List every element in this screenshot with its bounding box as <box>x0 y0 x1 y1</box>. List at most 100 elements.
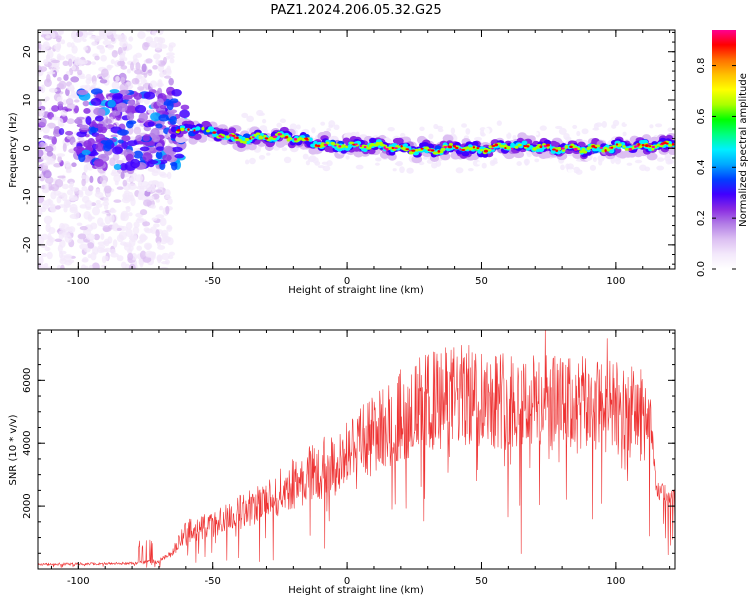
spectrogram-noise-mark <box>139 234 148 241</box>
spectrogram-trace-mark <box>591 145 596 148</box>
spectrogram-noise-mark <box>355 164 364 170</box>
spectrogram-noise-mark <box>432 132 437 139</box>
spectrogram-noise-mark <box>258 154 266 160</box>
snr-panel: -100 -50 0 50 100 2000 4000 6000 Height of str… <box>8 329 676 596</box>
spectrogram-noise-mark <box>160 266 169 269</box>
spectrogram-noise-mark <box>314 160 321 166</box>
spectrogram-trace-mark <box>634 145 637 149</box>
spectrogram-noise-mark <box>70 197 79 201</box>
spectrogram-trace-mark <box>571 144 576 149</box>
spectrogram-noise-mark <box>145 30 151 33</box>
spectrogram-noise-mark <box>50 191 57 200</box>
spectrogram-noise-mark <box>63 199 71 209</box>
spectrogram-noise-mark <box>133 126 142 135</box>
spectrogram-noise-mark <box>137 191 144 201</box>
spectrogram-noise-mark <box>142 256 152 263</box>
spectrogram-noise-mark <box>95 203 103 208</box>
spectrogram-noise-mark <box>155 229 160 238</box>
spectrogram-noise-mark <box>142 221 151 227</box>
spectrogram-trace-mark <box>437 149 441 153</box>
spectrogram-noise-mark <box>157 255 162 264</box>
spectrogram-noise-mark <box>567 168 575 173</box>
spectrogram-noise-mark <box>42 125 50 134</box>
spectrogram-noise-mark <box>139 146 150 152</box>
spectrogram-trace-mark <box>569 145 573 149</box>
spectrogram-noise-mark <box>123 190 131 194</box>
x-tick-label: -100 <box>67 276 90 287</box>
spectrogram-noise-mark <box>107 99 116 108</box>
spectrogram-noise-mark <box>79 243 89 250</box>
spectrogram-noise-mark <box>166 52 175 56</box>
y-tick-label: 2000 <box>22 493 33 518</box>
spectrogram-noise-mark <box>89 35 98 40</box>
spectrogram-noise-mark <box>139 209 148 216</box>
spectrogram-noise-mark <box>88 264 94 269</box>
spectrogram-noise-mark <box>168 255 174 260</box>
spectrogram-noise-mark <box>129 176 137 182</box>
spectrogram-noise-mark <box>43 215 53 225</box>
spectrogram-noise-mark <box>119 89 130 95</box>
spectrogram-trace-mark <box>564 145 569 149</box>
spectrogram-trace-mark <box>504 146 507 150</box>
spectrogram-noise-mark <box>168 42 176 48</box>
spectrogram-noise-mark <box>113 199 122 203</box>
spectrogram-noise-mark <box>76 238 85 244</box>
spectrogram-noise-mark <box>152 135 161 143</box>
spectrogram-trace-mark <box>411 149 416 152</box>
colorbar-tick-label: 0.4 <box>696 159 707 175</box>
spectrogram-noise-mark <box>81 149 91 156</box>
spectrogram-trace-mark <box>226 135 230 139</box>
spectrogram-x-label: Height of straight line (km) <box>288 285 424 296</box>
spectrogram-noise-mark <box>112 109 121 116</box>
spectrogram-noise-mark <box>137 86 145 91</box>
spectrogram-noise-mark <box>82 100 90 107</box>
spectrogram-noise-mark <box>116 234 124 243</box>
spectrogram-noise-mark <box>130 158 141 169</box>
spectrogram-noise-mark <box>566 163 574 170</box>
spectrogram-noise-mark <box>516 161 522 167</box>
spectrogram-noise-mark <box>42 41 50 50</box>
spectrogram-noise-mark <box>85 73 92 81</box>
spectrogram-noise-mark <box>64 234 73 243</box>
spectrogram-noise-mark <box>145 58 153 64</box>
spectrogram-noise-mark <box>450 127 456 135</box>
spectrogram-noise-mark <box>77 58 83 67</box>
colorbar: 0.0 0.2 0.4 0.6 0.8 Normalized spectral ampl… <box>696 30 749 277</box>
spectrogram-noise-mark <box>44 183 49 193</box>
spectrogram-noise-mark <box>82 38 87 43</box>
spectrogram-trace-mark <box>249 137 252 140</box>
spectrogram-trace-mark <box>359 145 363 147</box>
spectrogram-noise-mark <box>308 155 317 162</box>
spectrogram-noise-mark <box>48 227 56 235</box>
spectrogram-noise-mark <box>87 213 93 222</box>
spectrogram-trace-mark <box>244 137 250 142</box>
spectrogram-noise-mark <box>102 201 110 207</box>
spectrogram-noise-mark <box>244 159 250 165</box>
spectrogram-trace-mark <box>234 138 240 142</box>
figure-title: PAZ1.2024.206.05.32.G25 <box>270 3 441 18</box>
spectrogram-trace-mark <box>494 143 499 147</box>
spectrogram-noise-mark <box>94 55 100 61</box>
spectrogram-noise-mark <box>442 167 449 174</box>
spectrogram-noise-mark <box>78 189 84 196</box>
spectrogram-trace-mark <box>264 137 269 140</box>
spectrogram-noise-mark <box>376 157 382 162</box>
spectrogram-noise-mark <box>83 140 92 148</box>
spectrogram-noise-mark <box>105 118 112 125</box>
spectrogram-noise-mark <box>63 206 68 213</box>
spectrogram-trace <box>167 117 675 164</box>
spectrogram-trace-mark <box>622 145 626 148</box>
spectrogram-noise-mark <box>57 244 63 253</box>
spectrogram-noise-mark <box>101 264 108 268</box>
spectrogram-noise-mark <box>125 206 131 210</box>
spectrogram-noise-mark <box>38 149 44 157</box>
spectrogram-noise-mark <box>100 233 105 240</box>
spectrogram-noise-mark <box>592 127 600 131</box>
spectrogram-noise-mark <box>116 255 124 262</box>
spectrogram-noise-mark <box>495 162 504 167</box>
spectrogram-noise-mark <box>281 147 288 152</box>
spectrogram-noise-mark <box>126 112 135 121</box>
spectrogram-noise-mark <box>131 77 140 85</box>
spectrogram-noise-mark <box>256 109 264 117</box>
spectrogram-noise-mark <box>53 43 62 50</box>
